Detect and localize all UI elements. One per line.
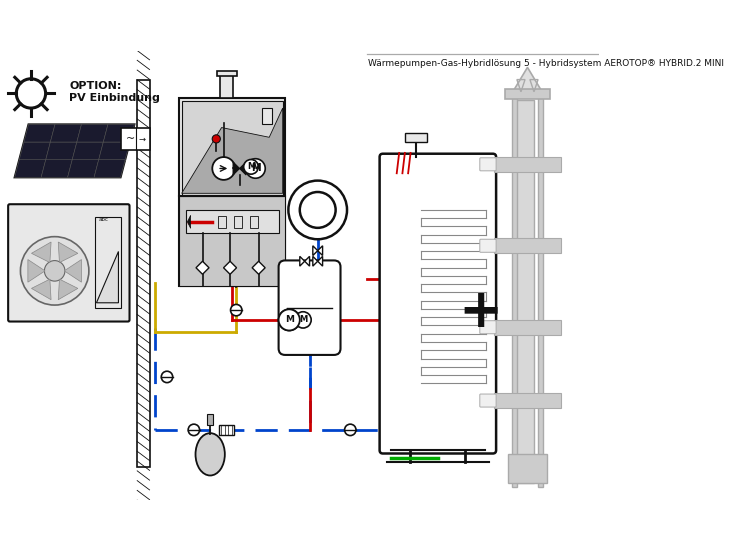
Polygon shape — [223, 261, 237, 274]
Polygon shape — [77, 125, 108, 142]
Polygon shape — [15, 160, 46, 177]
Polygon shape — [318, 246, 323, 256]
Circle shape — [44, 261, 65, 281]
FancyBboxPatch shape — [480, 394, 496, 407]
Bar — [220, 74, 234, 98]
Text: ~: ~ — [126, 134, 135, 144]
Polygon shape — [68, 160, 98, 177]
Circle shape — [188, 424, 200, 436]
Polygon shape — [196, 261, 209, 274]
Polygon shape — [318, 256, 323, 266]
Circle shape — [244, 159, 258, 174]
Circle shape — [288, 181, 347, 239]
Ellipse shape — [196, 433, 225, 476]
Bar — [537, 92, 543, 487]
Text: +: + — [459, 286, 503, 338]
Polygon shape — [94, 160, 125, 177]
Bar — [494, 320, 562, 334]
Polygon shape — [187, 215, 190, 228]
Polygon shape — [32, 242, 51, 263]
Polygon shape — [28, 260, 45, 282]
Polygon shape — [41, 160, 72, 177]
Circle shape — [21, 236, 89, 305]
Polygon shape — [182, 108, 283, 193]
Bar — [505, 89, 550, 99]
Text: abc: abc — [98, 217, 108, 222]
Circle shape — [212, 135, 220, 143]
Text: PV Einbindung: PV Einbindung — [69, 93, 160, 104]
Circle shape — [300, 192, 336, 228]
Circle shape — [161, 371, 173, 382]
Circle shape — [212, 157, 235, 180]
Bar — [507, 455, 548, 483]
Polygon shape — [58, 279, 78, 300]
Polygon shape — [96, 251, 118, 303]
FancyBboxPatch shape — [279, 261, 340, 355]
Polygon shape — [19, 142, 51, 160]
Circle shape — [295, 312, 311, 328]
Polygon shape — [24, 125, 55, 142]
Polygon shape — [305, 256, 309, 266]
Text: OPTION:: OPTION: — [69, 81, 121, 91]
Circle shape — [345, 424, 356, 436]
Polygon shape — [98, 142, 130, 160]
Bar — [512, 92, 517, 487]
Polygon shape — [64, 260, 82, 282]
Polygon shape — [233, 162, 240, 175]
Bar — [137, 79, 150, 467]
Text: M: M — [251, 164, 260, 174]
Bar — [262, 108, 272, 125]
Text: M: M — [284, 315, 294, 325]
Text: M: M — [247, 163, 255, 171]
Circle shape — [279, 309, 300, 331]
Bar — [179, 196, 285, 285]
Polygon shape — [15, 125, 135, 177]
Bar — [219, 425, 234, 435]
Bar — [494, 393, 562, 408]
Circle shape — [231, 304, 242, 316]
FancyBboxPatch shape — [480, 239, 496, 252]
Polygon shape — [58, 242, 78, 263]
Polygon shape — [51, 125, 82, 142]
Polygon shape — [300, 256, 305, 266]
Bar — [405, 133, 427, 142]
Polygon shape — [46, 142, 77, 160]
FancyBboxPatch shape — [8, 204, 129, 322]
Bar — [516, 100, 534, 483]
FancyBboxPatch shape — [480, 321, 496, 334]
Polygon shape — [32, 279, 51, 300]
Polygon shape — [104, 125, 135, 142]
Bar — [95, 217, 121, 309]
Polygon shape — [313, 256, 318, 266]
Polygon shape — [72, 142, 104, 160]
Circle shape — [245, 159, 265, 178]
Polygon shape — [513, 67, 542, 92]
Bar — [207, 414, 213, 425]
FancyBboxPatch shape — [480, 158, 496, 171]
Bar — [182, 101, 283, 196]
Bar — [494, 239, 562, 253]
Polygon shape — [313, 246, 318, 256]
Text: Wärmepumpen-Gas-Hybridlösung 5 - Hybridsystem AEROTOP® HYBRID.2 MINI: Wärmepumpen-Gas-Hybridlösung 5 - Hybrids… — [368, 59, 724, 68]
Bar — [494, 157, 562, 171]
Text: M: M — [299, 315, 307, 325]
Bar — [217, 72, 237, 77]
Polygon shape — [252, 261, 265, 274]
Text: →: → — [138, 134, 146, 144]
FancyBboxPatch shape — [379, 154, 496, 453]
Bar — [186, 210, 279, 233]
Circle shape — [279, 309, 300, 331]
Bar — [179, 98, 285, 285]
Bar — [121, 128, 150, 150]
Polygon shape — [240, 162, 246, 175]
